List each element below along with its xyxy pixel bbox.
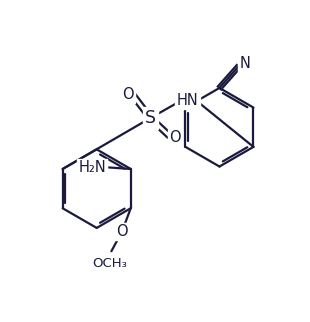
Text: O: O (116, 224, 128, 239)
Text: S: S (145, 109, 156, 127)
Text: OCH₃: OCH₃ (92, 257, 127, 270)
Text: O: O (122, 87, 134, 102)
Text: O: O (169, 130, 181, 145)
Text: H₂N: H₂N (78, 160, 106, 175)
Text: N: N (239, 56, 250, 71)
Text: HN: HN (176, 93, 198, 108)
